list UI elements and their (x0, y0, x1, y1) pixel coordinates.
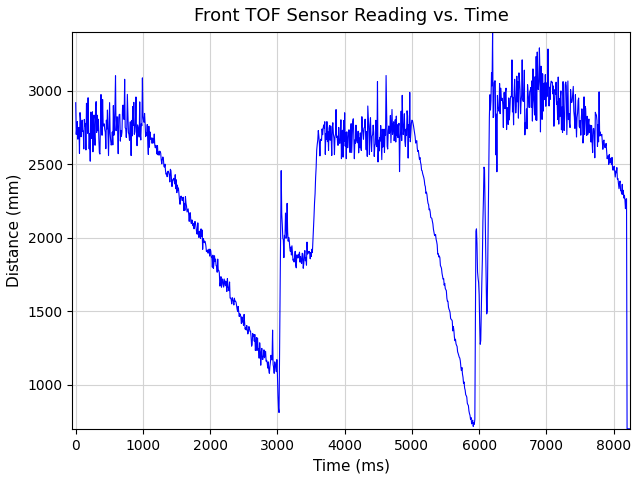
Y-axis label: Distance (mm): Distance (mm) (7, 174, 22, 287)
X-axis label: Time (ms): Time (ms) (313, 458, 390, 473)
Title: Front TOF Sensor Reading vs. Time: Front TOF Sensor Reading vs. Time (194, 7, 509, 25)
